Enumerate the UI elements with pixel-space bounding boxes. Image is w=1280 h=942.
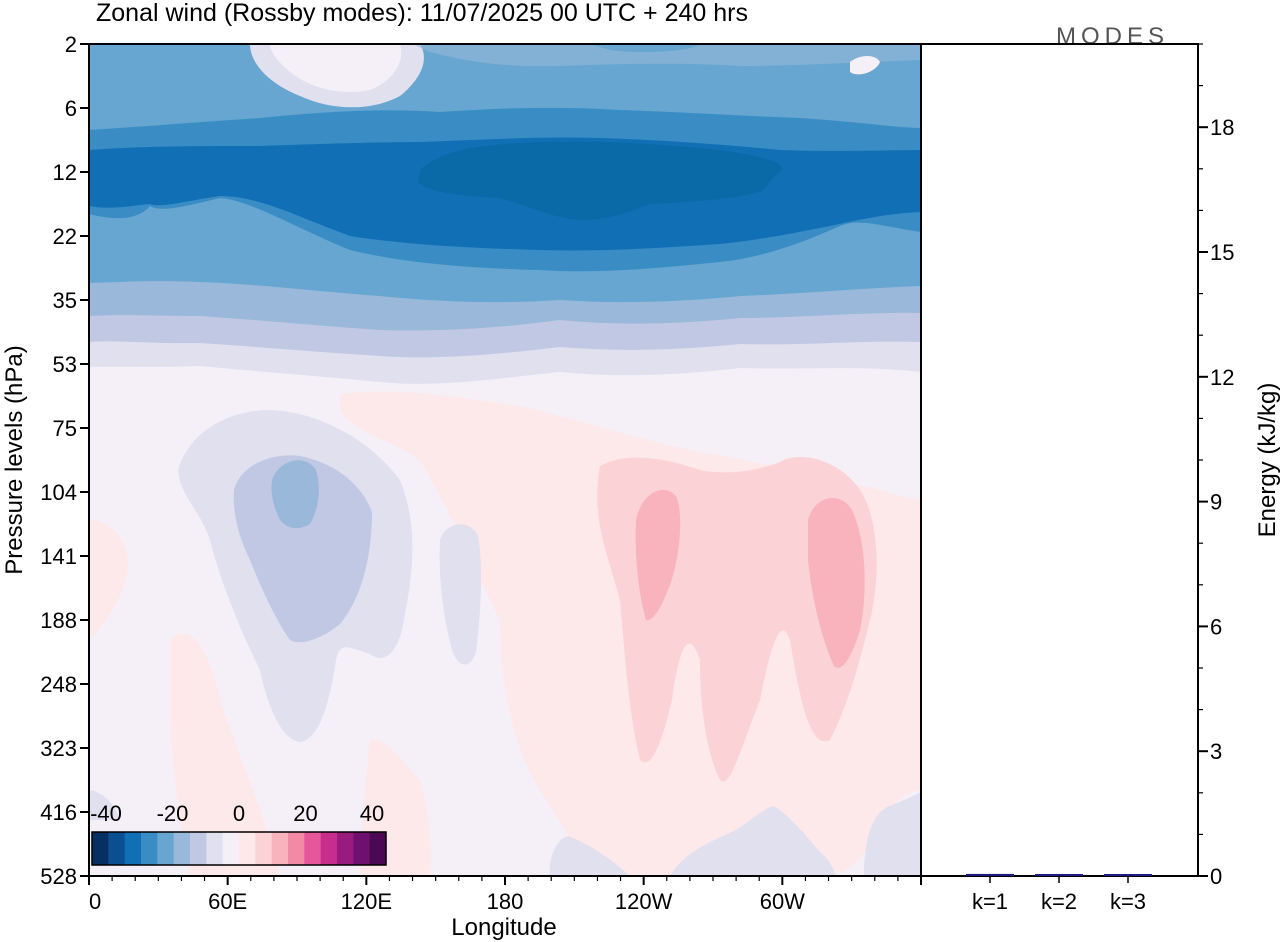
colorbar-swatch [157,832,175,865]
colorbar-swatch [271,832,289,865]
colorbar-swatch [304,832,322,865]
colorbar-tick-label: -20 [157,801,189,826]
energy-category-label: k=2 [1041,889,1077,914]
energy-categories: k=1 k=2 k=3 [972,876,1146,914]
energy-tick-label: 3 [1210,739,1222,764]
contour-band [808,497,865,668]
y-axis-label: Pressure levels (hPa) [1,345,28,574]
energy-axis: 0 3 6 9 12 15 18 [1198,43,1234,889]
energy-tick-label: 9 [1210,490,1222,515]
contour-band [418,141,782,220]
y-tick-label: 416 [40,800,77,825]
contour-band [549,836,630,876]
colorbar-swatch [288,832,305,865]
colorbar-swatch [353,832,371,865]
x-tick-label: 120W [615,889,673,914]
colorbar-tick-label: 0 [233,801,245,826]
energy-panel: 0 3 6 9 12 15 18 k=1 k=2 k=3 Energy (kJ/kg) [920,43,1280,914]
colorbar-swatch [92,832,109,865]
x-tick-label: 180 [487,889,524,914]
contour-band [670,806,836,876]
x-tick-label: 120E [341,889,392,914]
y-tick-label: 2 [65,32,77,57]
energy-category-label: k=1 [972,889,1008,914]
colorbar-swatch [206,832,224,865]
x-tick-label: 60E [208,889,247,914]
y-tick-label: 528 [40,864,77,889]
colorbar-tick-label: 20 [293,801,317,826]
contour-band [89,44,921,67]
y-tick-label: 35 [53,288,77,313]
colorbar-swatch [173,832,191,865]
colorbar-swatch [369,832,387,865]
y-tick-label: 53 [53,352,77,377]
y-tick-label: 104 [40,480,77,505]
energy-bar [966,873,1014,876]
colorbar-frame [91,831,387,866]
contour-band [850,56,880,75]
y-tick-label: 12 [53,160,77,185]
y-tick-label: 75 [53,416,77,441]
colorbar [91,831,387,866]
contour-band [271,460,319,529]
x-axis-label: Longitude [451,914,556,941]
contour-band [233,455,372,643]
colorbar-swatch [141,832,158,865]
energy-tick-label: 12 [1210,365,1234,390]
y-tick-label: 323 [40,736,77,761]
y-axis: 2 6 12 22 35 53 75 104 141 188 248 323 416 528 [40,32,89,889]
x-tick-label: 60W [760,889,805,914]
colorbar-swatch [108,832,126,865]
energy-tick-label: 0 [1210,864,1222,889]
energy-plot-frame [920,43,1199,877]
energy-axis-label: Energy (kJ/kg) [1254,383,1280,538]
energy-bar [1035,874,1083,876]
colorbar-tick-labels: -40 -20 0 20 40 [90,801,384,826]
y-tick-label: 248 [40,672,77,697]
contour-band [439,524,482,665]
energy-bars [966,873,1152,876]
contour-band [170,633,280,876]
energy-bar [1104,874,1152,876]
colorbar-swatch [239,832,256,865]
contour-band [89,790,120,820]
y-tick-label: 141 [40,544,77,569]
energy-tick-label: 18 [1210,115,1234,140]
y-tick-label: 6 [65,96,77,121]
colorbar-swatch [124,832,142,865]
colorbar-tick-label: 40 [360,801,384,826]
energy-category-label: k=3 [1110,889,1146,914]
zonal-wind-contour-field [89,44,921,876]
contour-band [270,44,402,92]
y-tick-label: 22 [53,224,77,249]
colorbar-swatch [255,832,273,865]
energy-tick-label: 6 [1210,614,1222,639]
colorbar-swatch [337,832,354,865]
x-tick-label: 0 [89,889,101,914]
contour-band [89,520,129,640]
chart-title: Zonal wind (Rossby modes): 11/07/2025 00… [96,0,748,27]
colorbar-swatch [190,832,207,865]
colorbar-tick-label: -40 [90,801,122,826]
colorbar-swatch [320,832,338,865]
energy-tick-label: 15 [1210,240,1234,265]
contour-band [635,489,681,621]
x-axis: 0 60E 120E 180 120W 60W [88,876,922,914]
contour-band [864,792,921,876]
y-tick-label: 188 [40,608,77,633]
colorbar-swatch [222,832,240,865]
